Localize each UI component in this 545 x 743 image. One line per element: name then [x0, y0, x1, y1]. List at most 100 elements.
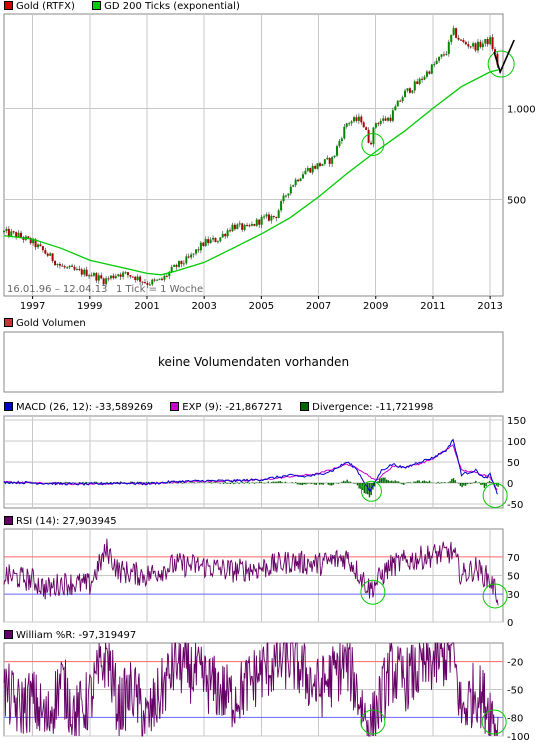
x-tick-label: 2003: [191, 301, 216, 312]
price-bar: [117, 274, 120, 277]
price-bar: [267, 214, 270, 221]
legend-label: RSI (14): 27,903945: [16, 516, 117, 527]
price-legend: Gold (RTFX) GD 200 Ticks (exponential): [4, 0, 254, 13]
price-bar: [178, 260, 181, 267]
rsi-y-tick: 0: [507, 618, 513, 629]
price-bar: [83, 269, 86, 275]
price-bar: [277, 210, 280, 219]
price-bar: [58, 263, 61, 266]
legend-label: GD 200 Ticks (exponential): [104, 1, 240, 12]
price-bar: [187, 256, 190, 258]
price-bar: [450, 34, 453, 42]
price-bar: [255, 219, 258, 226]
price-bar: [445, 53, 448, 55]
price-bar: [343, 126, 346, 139]
price-bar: [370, 142, 373, 145]
price-bar: [476, 41, 479, 51]
price-bar: [34, 239, 37, 248]
price-bar: [294, 179, 297, 186]
price-bar: [163, 275, 166, 280]
price-bar: [355, 117, 358, 121]
price-bar: [32, 239, 35, 244]
price-bar: [124, 272, 127, 274]
price-bar: [462, 40, 465, 43]
price-bar: [309, 168, 312, 173]
price-bar: [199, 242, 202, 251]
price-bar: [391, 110, 394, 121]
price-bar: [428, 71, 431, 74]
date-range-label: 16.01.96 – 12.04.13: [7, 284, 108, 295]
price-bar: [78, 268, 81, 270]
price-bar: [440, 54, 443, 57]
price-bar: [146, 283, 149, 285]
legend-label: EXP (9): -21,867271: [182, 402, 283, 413]
price-bar: [112, 275, 115, 279]
price-bar: [126, 272, 129, 276]
price-bar: [430, 64, 433, 74]
price-bar: [404, 90, 407, 98]
price-bar: [168, 271, 171, 277]
price-bar: [459, 39, 462, 41]
price-bar: [433, 64, 436, 66]
price-bar: [472, 43, 475, 47]
price-bar: [49, 253, 52, 256]
price-bar: [280, 201, 283, 211]
price-bar: [95, 273, 98, 281]
price-bar: [170, 266, 173, 272]
legend-gd200: GD 200 Ticks (exponential): [92, 0, 240, 12]
x-tick-label: 2011: [420, 301, 445, 312]
price-bar: [284, 195, 287, 197]
annotation-circle: [482, 583, 508, 609]
price-bar: [75, 268, 78, 270]
price-bar: [353, 117, 356, 122]
price-bar: [372, 127, 375, 145]
price-bar: [418, 78, 421, 84]
price-bar: [399, 100, 402, 102]
price-bar: [214, 237, 217, 243]
x-tick-label: 1999: [77, 301, 102, 312]
price-bar: [413, 81, 416, 91]
macd-y-tick: 0: [507, 479, 513, 490]
price-bar: [318, 163, 321, 166]
price-bar: [27, 236, 30, 239]
price-bar: [102, 278, 105, 285]
price-bar: [68, 265, 71, 268]
legend-label: Divergence: -11,721998: [312, 402, 434, 413]
macd-y-tick: -50: [507, 500, 523, 511]
price-bar: [241, 223, 244, 230]
price-bar: [493, 49, 496, 54]
price-bar: [401, 97, 404, 102]
price-bar: [158, 278, 161, 280]
price-bar: [107, 278, 110, 280]
price-bar: [377, 123, 380, 125]
williams-line: [3, 642, 499, 737]
price-bar: [229, 230, 232, 232]
williams-y-tick: -20: [507, 658, 523, 669]
annotation-circle: [360, 709, 386, 735]
price-bar: [367, 129, 370, 143]
price-bar: [37, 244, 40, 248]
price-bar: [304, 170, 307, 175]
price-bar: [71, 265, 74, 267]
price-bar: [326, 157, 329, 160]
price-bar: [212, 237, 215, 240]
annotation-circle: [482, 482, 508, 508]
price-bar: [394, 106, 397, 111]
price-bar: [197, 249, 200, 251]
price-bar: [20, 232, 23, 238]
annotation-checkmark: [493, 39, 515, 75]
price-bar: [258, 219, 261, 225]
rsi-y-tick: 50: [507, 572, 520, 583]
price-bar: [270, 215, 273, 221]
price-bar: [85, 269, 88, 277]
price-bar: [496, 53, 499, 65]
price-bar: [297, 179, 300, 182]
macd-y-tick: 50: [507, 458, 520, 469]
no-volume-message: keine Volumendaten vorhanden: [157, 355, 350, 369]
price-bar: [236, 224, 239, 230]
price-bar: [336, 146, 339, 156]
price-bar: [243, 224, 246, 230]
price-bar: [411, 90, 414, 93]
price-bar: [365, 127, 368, 130]
legend-volume: Gold Volumen: [4, 317, 86, 329]
